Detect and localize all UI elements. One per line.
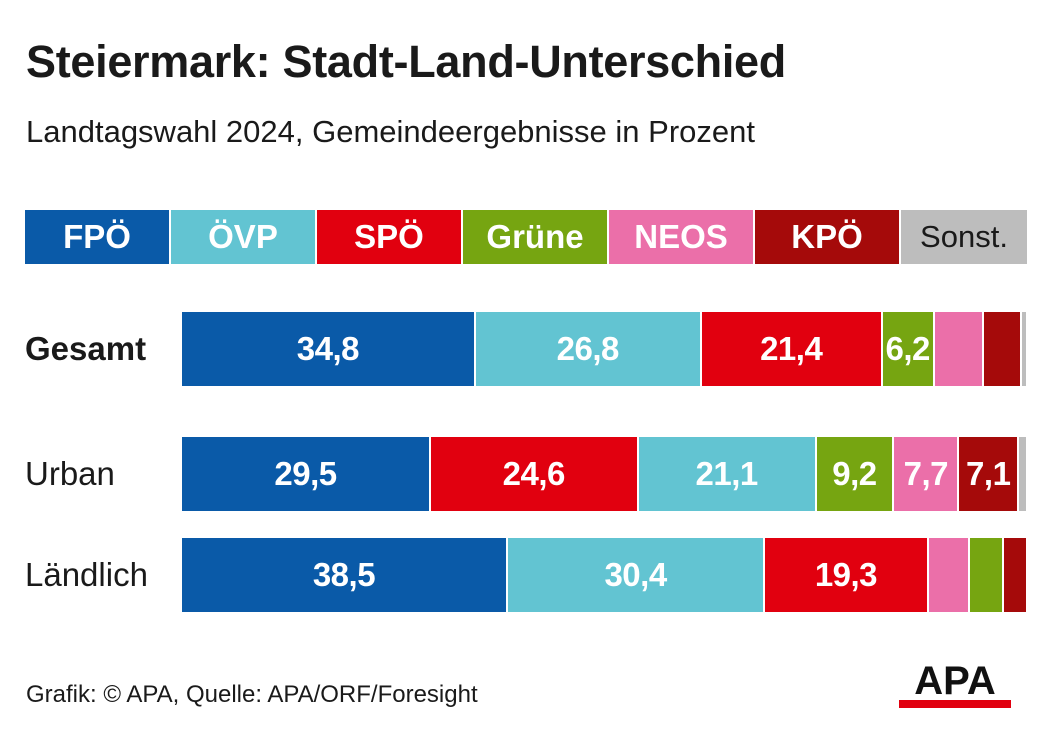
source-credit: Grafik: © APA, Quelle: APA/ORF/Foresight [26, 681, 478, 708]
row-label-1: Urban [25, 455, 115, 492]
data-label: 7,1 [966, 455, 1011, 492]
bar-segment-sonst [1019, 437, 1026, 511]
legend-item-fpo: FPÖ [25, 210, 171, 264]
data-label: 26,8 [556, 330, 620, 367]
bar-segment-ovp: 30,4 [507, 538, 766, 612]
bar-segment-fpo: 34,8 [182, 312, 476, 386]
bar-segment-ovp: 26,8 [475, 312, 702, 386]
stacked-bar-2: 38,5 30,4 19,3 [182, 538, 1026, 612]
bar-segment-neos [928, 538, 971, 612]
bar-segment-fpo: 29,5 [182, 437, 431, 511]
data-label: 19,3 [814, 556, 878, 593]
legend: FPÖ ÖVP SPÖ Grüne NEOS KPÖ Sonst. [25, 210, 1027, 264]
data-label: 29,5 [274, 455, 337, 492]
apa-logo-bar [899, 700, 1011, 708]
bar-segment-spo: 24,6 [430, 437, 639, 511]
data-label: 21,4 [760, 330, 823, 367]
row-label-2: Ländlich [25, 556, 148, 593]
legend-item-spo: SPÖ [317, 210, 463, 264]
stacked-bar-1: 29,5 24,6 21,1 9,2 7,7 7,1 [182, 437, 1026, 511]
data-label: 30,4 [604, 556, 667, 593]
data-label: 7,7 [903, 455, 949, 492]
data-label: 6,2 [885, 330, 930, 367]
bar-segment-kpo: 7,1 [959, 437, 1020, 511]
bar-segment-neos: 7,7 [894, 437, 960, 511]
bar-segment-fpo: 38,5 [182, 538, 508, 612]
apa-logo: APA [899, 660, 1011, 708]
data-label: 21,1 [695, 455, 759, 492]
bar-segment-kpo [983, 312, 1022, 386]
data-label: 9,2 [832, 455, 877, 492]
data-label: 24,6 [502, 455, 566, 492]
data-label: 38,5 [312, 556, 376, 593]
bar-segment-kpo [1003, 538, 1026, 612]
bar-segment-grune [970, 538, 1004, 612]
row-label-0: Gesamt [25, 330, 147, 367]
legend-item-neos: NEOS [609, 210, 755, 264]
bar-segment-neos [934, 312, 984, 386]
bar-segment-spo: 19,3 [765, 538, 929, 612]
stacked-bar-0: 34,8 26,8 21,4 6,2 [182, 312, 1026, 386]
legend-item-kpo: KPÖ [755, 210, 901, 264]
data-label: 34,8 [296, 330, 360, 367]
chart-subtitle: Landtagswahl 2024, Gemeindeergebnisse in… [26, 114, 755, 149]
legend-item-sonst: Sonst. [901, 210, 1027, 264]
legend-item-ovp: ÖVP [171, 210, 317, 264]
chart-title: Steiermark: Stadt-Land-Unterschied [26, 36, 786, 87]
apa-logo-text: APA [914, 660, 995, 703]
bar-segment-ovp: 21,1 [638, 437, 817, 511]
bar-segment-spo: 21,4 [701, 312, 883, 386]
bar-segment-grune: 9,2 [816, 437, 895, 511]
legend-item-grune: Grüne [463, 210, 609, 264]
bar-segment-grune: 6,2 [882, 312, 935, 386]
bar-segment-sonst [1021, 312, 1026, 386]
